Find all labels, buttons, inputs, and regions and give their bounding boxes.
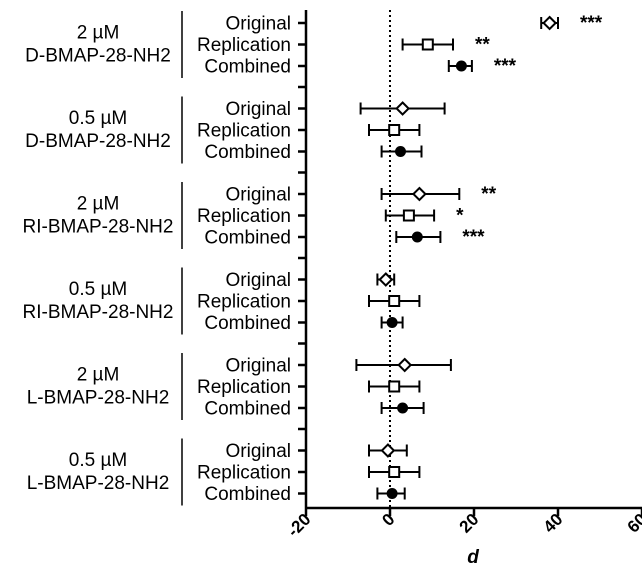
row-label: Combined [204, 228, 291, 249]
group-peptide-label: D-BMAP-28-NH2 [25, 131, 171, 152]
point-marker-combined [455, 60, 467, 72]
x-tick-label: 40 [540, 510, 567, 537]
significance-label: *** [580, 13, 603, 34]
row-label: Combined [204, 57, 291, 78]
group-concentration-label: 2 µM [77, 194, 120, 215]
row-label: Replication [197, 121, 291, 142]
row-label: Replication [197, 35, 291, 56]
group-concentration-label: 0.5 µM [69, 450, 127, 471]
point-marker-combined [397, 402, 409, 414]
point-marker-replication [388, 295, 401, 307]
point-marker-replication [388, 466, 401, 478]
group-concentration-label: 0.5 µM [69, 279, 127, 300]
x-axis: -20 0 20 40 60 d [284, 10, 642, 568]
row-label: Original [226, 441, 291, 462]
group-peptide-label: D-BMAP-28-NH2 [25, 46, 171, 67]
point-marker-original [378, 272, 394, 287]
row-label: Combined [204, 313, 291, 334]
group-concentration-label: 2 µM [77, 365, 120, 386]
x-tick-label: 60 [624, 510, 642, 537]
row-label: Original [226, 185, 291, 206]
row-label: Combined [204, 399, 291, 420]
significance-label: ** [481, 184, 496, 205]
x-axis-title: d [467, 547, 479, 568]
row-label: Combined [204, 484, 291, 505]
point-marker-original [411, 186, 427, 202]
point-marker-replication [421, 38, 434, 51]
row-labels: 2 µMD-BMAP-28-NH2OriginalReplicationComb… [23, 11, 291, 506]
group-concentration-label: 0.5 µM [69, 108, 127, 129]
row-label: Combined [204, 142, 291, 163]
point-marker-original [542, 15, 558, 31]
row-label: Replication [197, 377, 291, 398]
point-marker-combined [411, 231, 423, 243]
row-label: Replication [197, 463, 291, 484]
point-marker-combined [386, 317, 398, 328]
row-label: Replication [197, 206, 291, 227]
significance-label: ** [475, 35, 490, 56]
point-marker-original [380, 443, 396, 458]
significance-label: *** [494, 56, 517, 77]
point-marker-combined [395, 146, 406, 157]
row-label: Replication [197, 292, 291, 313]
group-peptide-label: L-BMAP-28-NH2 [27, 473, 170, 494]
group-concentration-label: 2 µM [77, 23, 120, 44]
row-label: Original [226, 356, 291, 377]
group-peptide-label: L-BMAP-28-NH2 [27, 388, 170, 409]
point-marker-replication [388, 124, 401, 136]
point-marker-original [395, 101, 411, 116]
point-marker-original [397, 357, 413, 373]
plot-area: ************** [355, 10, 603, 508]
x-tick-label: -20 [284, 510, 315, 541]
point-marker-replication [388, 380, 401, 393]
point-marker-replication [402, 209, 415, 222]
x-tick-label: 20 [456, 510, 483, 537]
point-marker-combined [386, 488, 398, 499]
row-label: Original [226, 270, 291, 291]
significance-label: *** [462, 227, 485, 248]
group-peptide-label: RI-BMAP-28-NH2 [23, 302, 174, 323]
significance-label: * [456, 206, 464, 227]
row-label: Original [226, 14, 291, 35]
group-peptide-label: RI-BMAP-28-NH2 [23, 217, 174, 238]
x-tick-label: 0 [378, 510, 398, 530]
row-label: Original [226, 99, 291, 120]
